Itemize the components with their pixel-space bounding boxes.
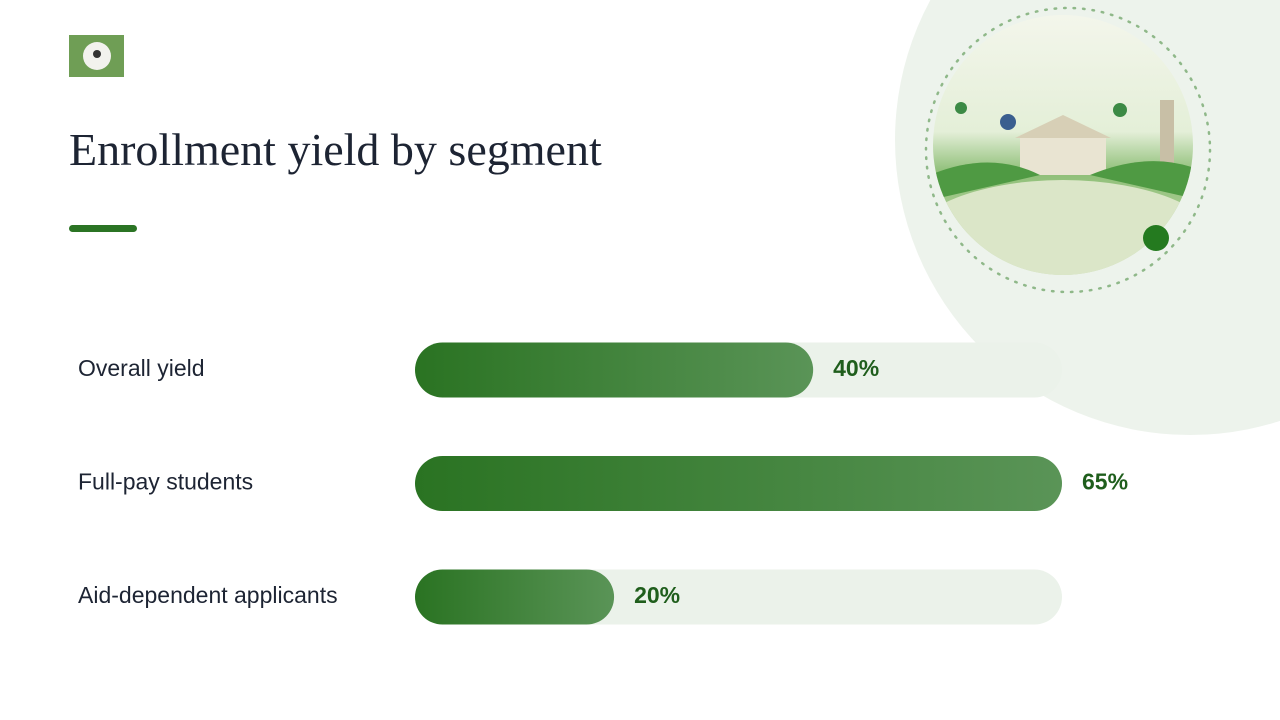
- value-label: 20%: [634, 582, 680, 608]
- bar: [415, 569, 615, 625]
- dotted-ring: [924, 6, 1212, 294]
- category-label: Full-pay students: [78, 469, 253, 495]
- bar: [415, 456, 1062, 511]
- logo: [69, 35, 124, 77]
- category-label: Overall yield: [78, 355, 205, 381]
- title-accent: [69, 225, 137, 232]
- bar: [415, 342, 814, 398]
- value-label: 40%: [833, 355, 879, 381]
- category-label: Aid-dependent applicants: [78, 582, 338, 608]
- value-label: 65%: [1082, 469, 1128, 495]
- chart-title: Enrollment yield by segment: [69, 124, 602, 175]
- accent-dot: [1143, 225, 1169, 251]
